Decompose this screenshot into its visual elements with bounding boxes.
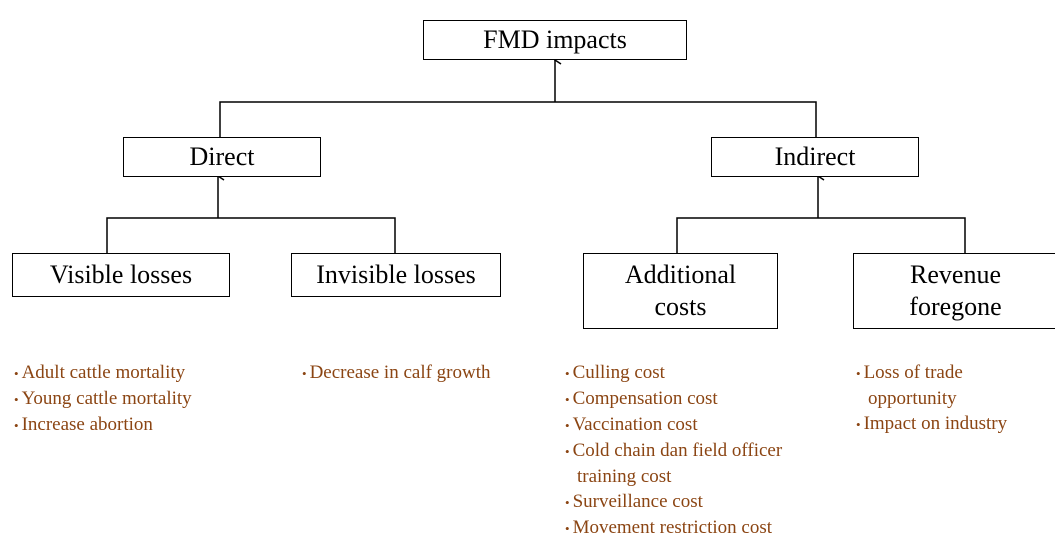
node-box: Invisible losses <box>291 253 501 297</box>
connector <box>219 101 817 137</box>
list-item: Cold chain dan field officer training co… <box>565 438 805 489</box>
list: Adult cattle mortalityYoung cattle morta… <box>14 360 274 438</box>
list: Decrease in calf growth <box>302 360 492 386</box>
node-box: Direct <box>123 137 321 177</box>
node-box: Additional costs <box>583 253 778 329</box>
connector <box>106 217 396 253</box>
node-box: Revenue foregone <box>853 253 1055 329</box>
list: Culling costCompensation costVaccination… <box>565 360 805 541</box>
list: Loss of trade opportunityImpact on indus… <box>856 360 1055 437</box>
node-box: FMD impacts <box>423 20 687 60</box>
list-item: Culling cost <box>565 360 805 386</box>
list-item: Decrease in calf growth <box>302 360 492 386</box>
list-item: Adult cattle mortality <box>14 360 274 386</box>
list-item: Surveillance cost <box>565 489 805 515</box>
list-item: Compensation cost <box>565 386 805 412</box>
list-item: Movement restriction cost <box>565 515 805 541</box>
list-item: Young cattle mortality <box>14 386 274 412</box>
list-item: Impact on industry <box>856 411 1055 437</box>
list-item: Increase abortion <box>14 412 274 438</box>
connector <box>676 217 966 253</box>
list-item: Vaccination cost <box>565 412 805 438</box>
node-box: Visible losses <box>12 253 230 297</box>
node-box: Indirect <box>711 137 919 177</box>
list-item: Loss of trade opportunity <box>856 360 1055 411</box>
